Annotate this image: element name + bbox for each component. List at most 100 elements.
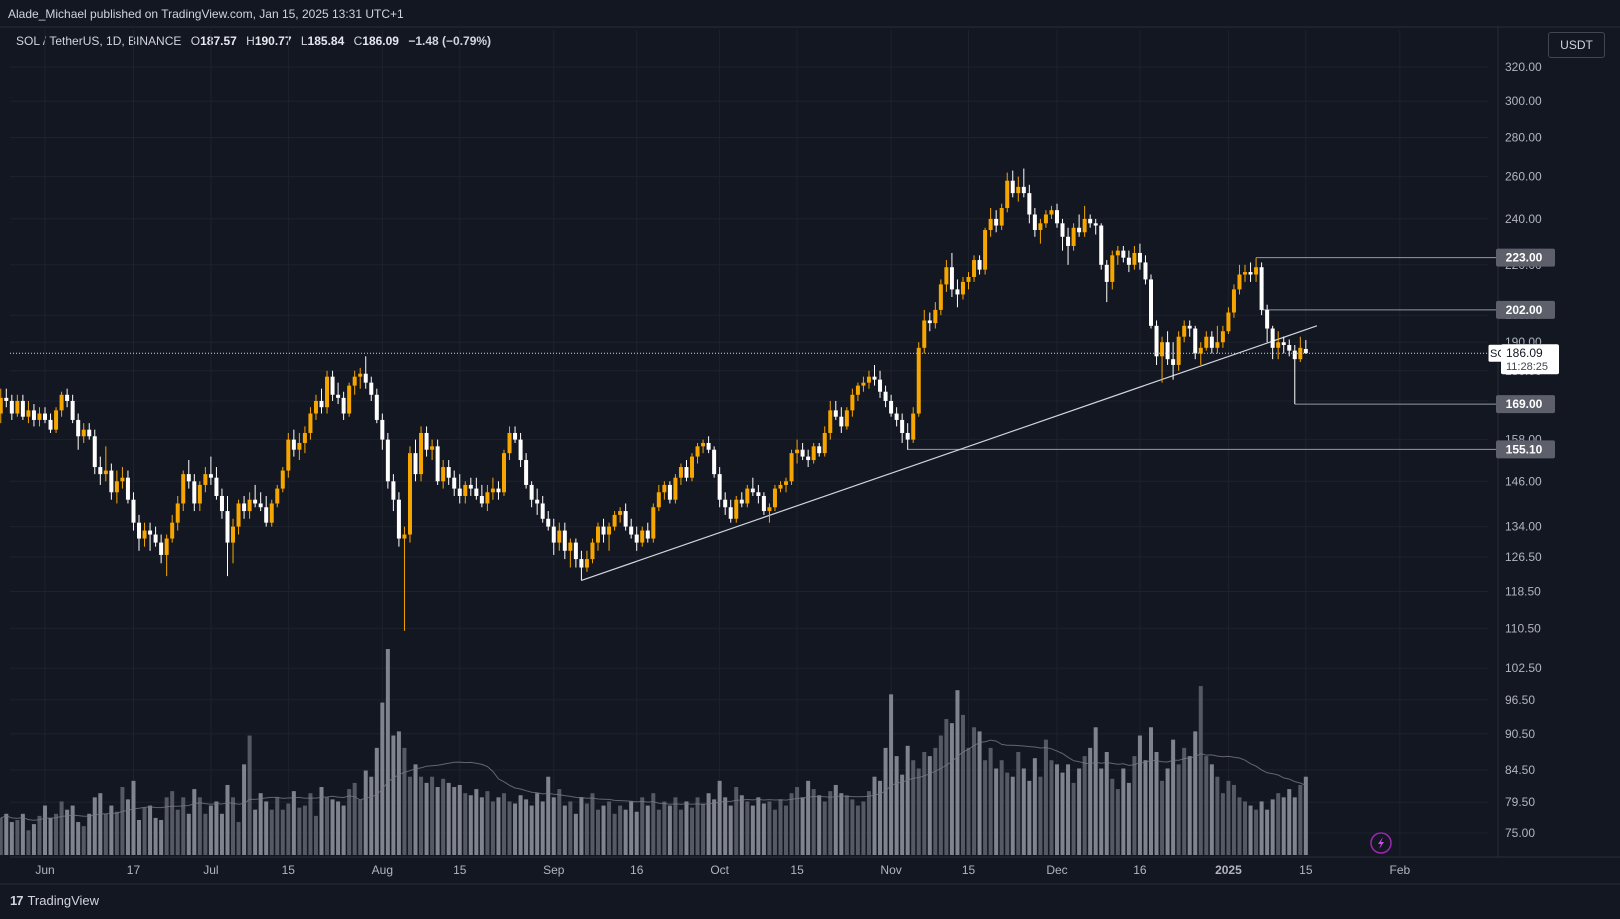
candle-body bbox=[872, 376, 877, 380]
volume-bar bbox=[1171, 739, 1176, 855]
volume-bar bbox=[690, 807, 695, 855]
candle bbox=[1176, 331, 1181, 371]
candle bbox=[170, 514, 175, 543]
candle bbox=[0, 388, 3, 424]
candle bbox=[441, 460, 446, 489]
level-badge-label: 223.00 bbox=[1506, 251, 1543, 265]
currency-button[interactable]: USDT bbox=[1548, 32, 1605, 58]
candle bbox=[1104, 260, 1109, 303]
candle bbox=[1143, 255, 1148, 285]
candle bbox=[1204, 331, 1209, 351]
candle-body bbox=[1204, 336, 1209, 348]
candle bbox=[1209, 331, 1214, 354]
candle-body bbox=[192, 481, 197, 504]
candle-body bbox=[634, 534, 639, 543]
candle bbox=[695, 442, 700, 464]
volume-bar bbox=[1160, 780, 1165, 855]
volume-bar bbox=[1276, 793, 1281, 855]
candle bbox=[855, 382, 860, 401]
candle bbox=[844, 407, 849, 430]
candle bbox=[1010, 170, 1015, 198]
candle bbox=[424, 426, 429, 457]
volume-bar bbox=[717, 780, 722, 855]
candle bbox=[457, 474, 462, 504]
volume-bar bbox=[1110, 778, 1115, 855]
candle bbox=[153, 526, 158, 547]
candle-body bbox=[1198, 347, 1203, 354]
candle-body bbox=[1243, 272, 1248, 275]
time-tick-label: Feb bbox=[1390, 863, 1411, 877]
volume-bar bbox=[701, 803, 706, 855]
candle-body bbox=[811, 446, 816, 461]
candle-body bbox=[43, 413, 47, 420]
grid-lines bbox=[0, 26, 1620, 885]
price-tick-label: 126.50 bbox=[1505, 550, 1542, 564]
candle-body bbox=[938, 284, 943, 310]
candle-body bbox=[844, 410, 849, 427]
candle bbox=[280, 467, 285, 493]
volume-bar bbox=[120, 787, 125, 855]
candle-body bbox=[524, 460, 529, 485]
volume-bar bbox=[20, 813, 25, 855]
price-tick-label: 75.00 bbox=[1505, 826, 1535, 840]
volume-bar bbox=[148, 805, 153, 855]
candle-body bbox=[678, 467, 683, 478]
volume-bar bbox=[944, 719, 949, 855]
candle bbox=[645, 522, 650, 543]
volume-bar bbox=[540, 801, 545, 855]
tradingview-brand[interactable]: 17 TradingView bbox=[10, 893, 99, 908]
volume-bar bbox=[1193, 731, 1198, 855]
volume-bar bbox=[142, 807, 147, 855]
candle bbox=[197, 481, 202, 512]
price-tick-label: 240.00 bbox=[1505, 212, 1542, 226]
candle bbox=[291, 429, 296, 457]
candle-body bbox=[430, 446, 435, 450]
candle-body bbox=[540, 503, 545, 519]
candle bbox=[242, 495, 247, 519]
volume-bar bbox=[1121, 768, 1126, 855]
candle bbox=[866, 370, 871, 389]
candle bbox=[325, 370, 330, 414]
volume-bar bbox=[535, 793, 540, 855]
symbol-label[interactable]: SOL / TetherUS, 1D, BINANCE bbox=[16, 34, 182, 48]
candle-body bbox=[712, 449, 717, 475]
time-axis[interactable]: Jun 17 Jul 15 Aug 15 Sep 16 Oct 15 Nov 15 Dec 16 2025 1… bbox=[35, 863, 1410, 877]
candle bbox=[496, 481, 501, 500]
candle-body bbox=[148, 530, 153, 535]
volume-bar bbox=[1049, 760, 1054, 855]
candle-body bbox=[170, 522, 175, 539]
candle bbox=[949, 252, 954, 297]
bolt-icon[interactable] bbox=[1370, 832, 1392, 854]
volume-bar bbox=[258, 793, 263, 855]
time-tick-label: Jun bbox=[35, 863, 54, 877]
volume-bar bbox=[496, 797, 501, 855]
volume-bar bbox=[938, 735, 943, 855]
candle-body bbox=[9, 400, 14, 414]
volume-bar bbox=[933, 747, 938, 855]
candle bbox=[584, 550, 589, 572]
candle bbox=[960, 276, 965, 300]
candle bbox=[1160, 336, 1165, 383]
candle-body bbox=[916, 347, 921, 414]
volume-bar bbox=[784, 805, 789, 855]
candle bbox=[579, 550, 584, 581]
level-badge bbox=[1496, 248, 1555, 267]
volume-bar bbox=[894, 756, 899, 855]
candle bbox=[1198, 342, 1203, 365]
volume-bar bbox=[31, 824, 36, 855]
candle bbox=[4, 388, 9, 408]
volume-bar bbox=[695, 797, 700, 855]
candle-body bbox=[568, 542, 573, 551]
level-badge bbox=[1496, 300, 1555, 319]
volume-ma-line bbox=[0, 739, 1306, 821]
candle bbox=[673, 474, 678, 504]
candle bbox=[728, 499, 733, 523]
time-tick-label: 15 bbox=[962, 863, 976, 877]
candle bbox=[944, 260, 949, 292]
candle bbox=[1043, 210, 1048, 228]
candle bbox=[474, 477, 479, 500]
candle bbox=[1193, 325, 1198, 360]
candle-body bbox=[1137, 252, 1142, 263]
candle bbox=[557, 522, 562, 551]
